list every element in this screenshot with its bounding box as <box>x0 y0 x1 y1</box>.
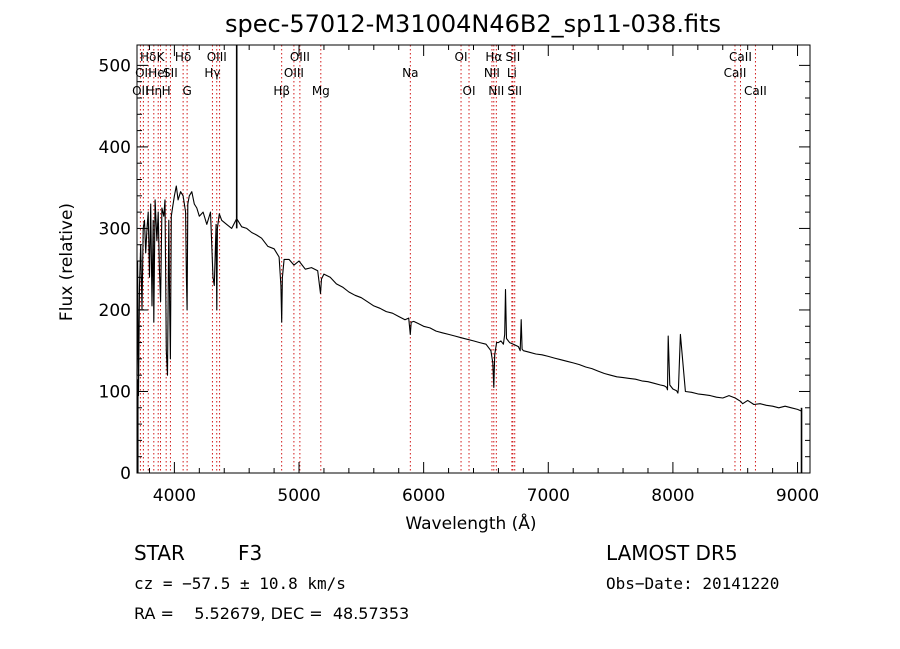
spectral-line-labels: OII OII Hδ Hη HeI K H SII Hδ G Hγ OIII Hβ OIII OIII Mg N… <box>132 50 767 98</box>
y-tick-label: 100 <box>99 382 131 402</box>
x-axis-label: Wavelength (Å) <box>405 512 536 534</box>
y-tick-label: 0 <box>120 464 131 484</box>
redshift-readout: cz = −57.5 ± 10.8 km/s <box>134 574 346 593</box>
spectral-line-label: SII <box>163 66 178 80</box>
spectral-line-label: CaII <box>744 84 767 98</box>
spectral-line-label: Hδ <box>175 50 191 64</box>
spectral-line-label: OI <box>455 50 468 64</box>
spectral-line-label: Hα <box>485 50 502 64</box>
spectral-line-label: OIII <box>284 66 304 80</box>
spectral-line-label: Hη <box>146 84 163 98</box>
y-axis-label: Flux (relative) <box>57 203 77 321</box>
y-tick-label: 200 <box>99 301 131 321</box>
coordinates-readout: RA = 5.52679, DEC = 48.57353 <box>134 604 409 623</box>
spectral-line-label: SII <box>507 84 522 98</box>
y-tick-label: 400 <box>99 138 131 158</box>
x-tick-label: 6000 <box>402 486 445 506</box>
x-tick-label: 5000 <box>277 486 320 506</box>
spectral-line-label: Hγ <box>204 66 220 80</box>
x-tick-label: 8000 <box>651 486 694 506</box>
spectral-line-label: NII <box>484 66 500 80</box>
spectral-line-label: SII <box>506 50 521 64</box>
spectral-line-label: Hβ <box>273 84 290 98</box>
spectral-line-label: NII <box>488 84 504 98</box>
spectral-line-label: HeI <box>148 66 168 80</box>
spectral-line-label: OII <box>132 84 149 98</box>
spectral-line-label: K <box>157 50 166 64</box>
survey-name: LAMOST DR5 <box>606 541 738 565</box>
spectral-line-label: OIII <box>207 50 227 64</box>
x-tick-label: 7000 <box>527 486 570 506</box>
object-class: STAR <box>134 541 185 565</box>
spectral-line-label: Mg <box>312 84 330 98</box>
x-tick-label: 9000 <box>776 486 819 506</box>
spectral-line-label: CaII <box>729 50 752 64</box>
object-subclass: F3 <box>238 541 262 565</box>
spectral-line-markers <box>139 45 756 473</box>
spectral-line-label: OI <box>463 84 476 98</box>
y-tick-label: 300 <box>99 219 131 239</box>
spectral-line-label: G <box>182 84 191 98</box>
x-axis-ticks: 4000 5000 6000 7000 8000 9000 <box>148 45 819 506</box>
spectrum-series <box>136 45 803 473</box>
spectral-line-label: Na <box>402 66 418 80</box>
spectrum-line <box>136 185 802 412</box>
spectral-line-label: Li <box>507 66 517 80</box>
spectral-line-label: OIII <box>290 50 310 64</box>
y-tick-label: 500 <box>99 56 131 76</box>
spectral-line-label: Hδ <box>140 50 156 64</box>
plot-frame <box>136 44 811 474</box>
spectral-line-label: CaII <box>724 66 747 80</box>
y-axis-ticks: 0 100 200 300 400 500 <box>99 56 810 484</box>
obs-date-readout: Obs−Date: 20141220 <box>606 574 779 593</box>
x-tick-label: 4000 <box>153 486 196 506</box>
chart-title: spec-57012-M31004N46B2_sp11-038.fits <box>225 10 721 38</box>
spectral-line-label: OII <box>135 66 152 80</box>
spectral-line-label: H <box>162 84 171 98</box>
